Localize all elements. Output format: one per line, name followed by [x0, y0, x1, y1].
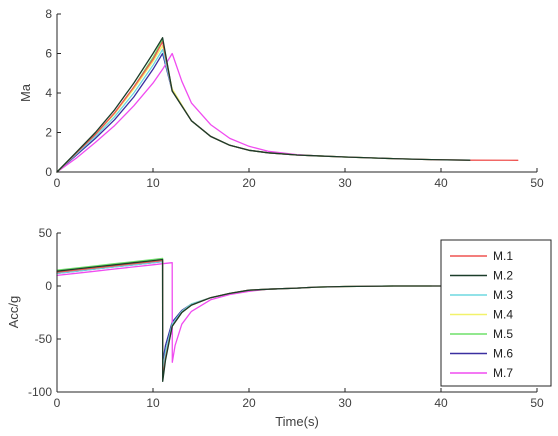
acceleration-series-m2-line: [56, 258, 471, 383]
legend-label-m2: M.2: [493, 269, 513, 283]
legend-label-m3: M.3: [493, 288, 513, 302]
acceleration-y-tick-label: 0: [45, 279, 52, 293]
legend-label-m4: M.4: [493, 308, 513, 322]
acceleration-series-group: [56, 257, 519, 383]
legend-box: [440, 239, 552, 387]
mach-series-group: [56, 37, 519, 173]
acceleration-x-tick-label: 30: [338, 396, 352, 410]
acceleration-x-axis-label: Time(s): [275, 414, 319, 429]
mach-x-tick-label: 20: [242, 176, 256, 190]
mach-y-tick-label: 8: [45, 7, 52, 21]
mach-y-tick-label: 0: [45, 165, 52, 179]
mach-y-axis-label: Ma: [18, 83, 33, 102]
mach-x-tick-label: 10: [146, 176, 160, 190]
acceleration-ticks-group: 0 10 20 30 40 50 -100 -50 0 50: [28, 226, 544, 410]
mach-y-tick-label: 6: [45, 47, 52, 61]
acceleration-y-tick-label: -50: [35, 332, 53, 346]
acceleration-y-tick-label: 50: [39, 226, 53, 240]
mach-series-m7-line: [56, 52, 317, 173]
legend-label-m1: M.1: [493, 249, 513, 263]
mach-x-tick-label: 40: [434, 176, 448, 190]
legend: M.1 M.2 M.3 M.4 M.5 M.6 M.7: [440, 239, 552, 387]
acceleration-x-tick-label: 50: [530, 396, 544, 410]
mach-ticks-group: 0 10 20 30 40 50 0 2 4 6 8: [45, 7, 544, 190]
acceleration-series-m7-line: [56, 262, 317, 363]
mach-x-tick-label: 0: [54, 176, 61, 190]
mach-x-tick-label: 30: [338, 176, 352, 190]
mach-subplot: 0 10 20 30 40 50 0 2 4 6 8 Ma: [18, 7, 544, 190]
legend-label-m5: M.5: [493, 327, 513, 341]
mach-y-tick-label: 4: [45, 86, 52, 100]
acceleration-y-tick-label: -100: [28, 385, 52, 399]
legend-label-m6: M.6: [493, 347, 513, 361]
acceleration-x-tick-label: 10: [146, 396, 160, 410]
legend-items: M.1 M.2 M.3 M.4 M.5 M.6 M.7: [450, 249, 513, 380]
mach-x-tick-label: 50: [530, 176, 544, 190]
acceleration-y-axis-label: Acc/g: [6, 296, 21, 329]
acceleration-x-tick-label: 20: [242, 396, 256, 410]
mach-series-m2-line: [56, 37, 471, 173]
acceleration-x-tick-label: 40: [434, 396, 448, 410]
legend-label-m7: M.7: [493, 366, 513, 380]
mach-y-tick-label: 2: [45, 126, 52, 140]
acceleration-x-tick-label: 0: [54, 396, 61, 410]
